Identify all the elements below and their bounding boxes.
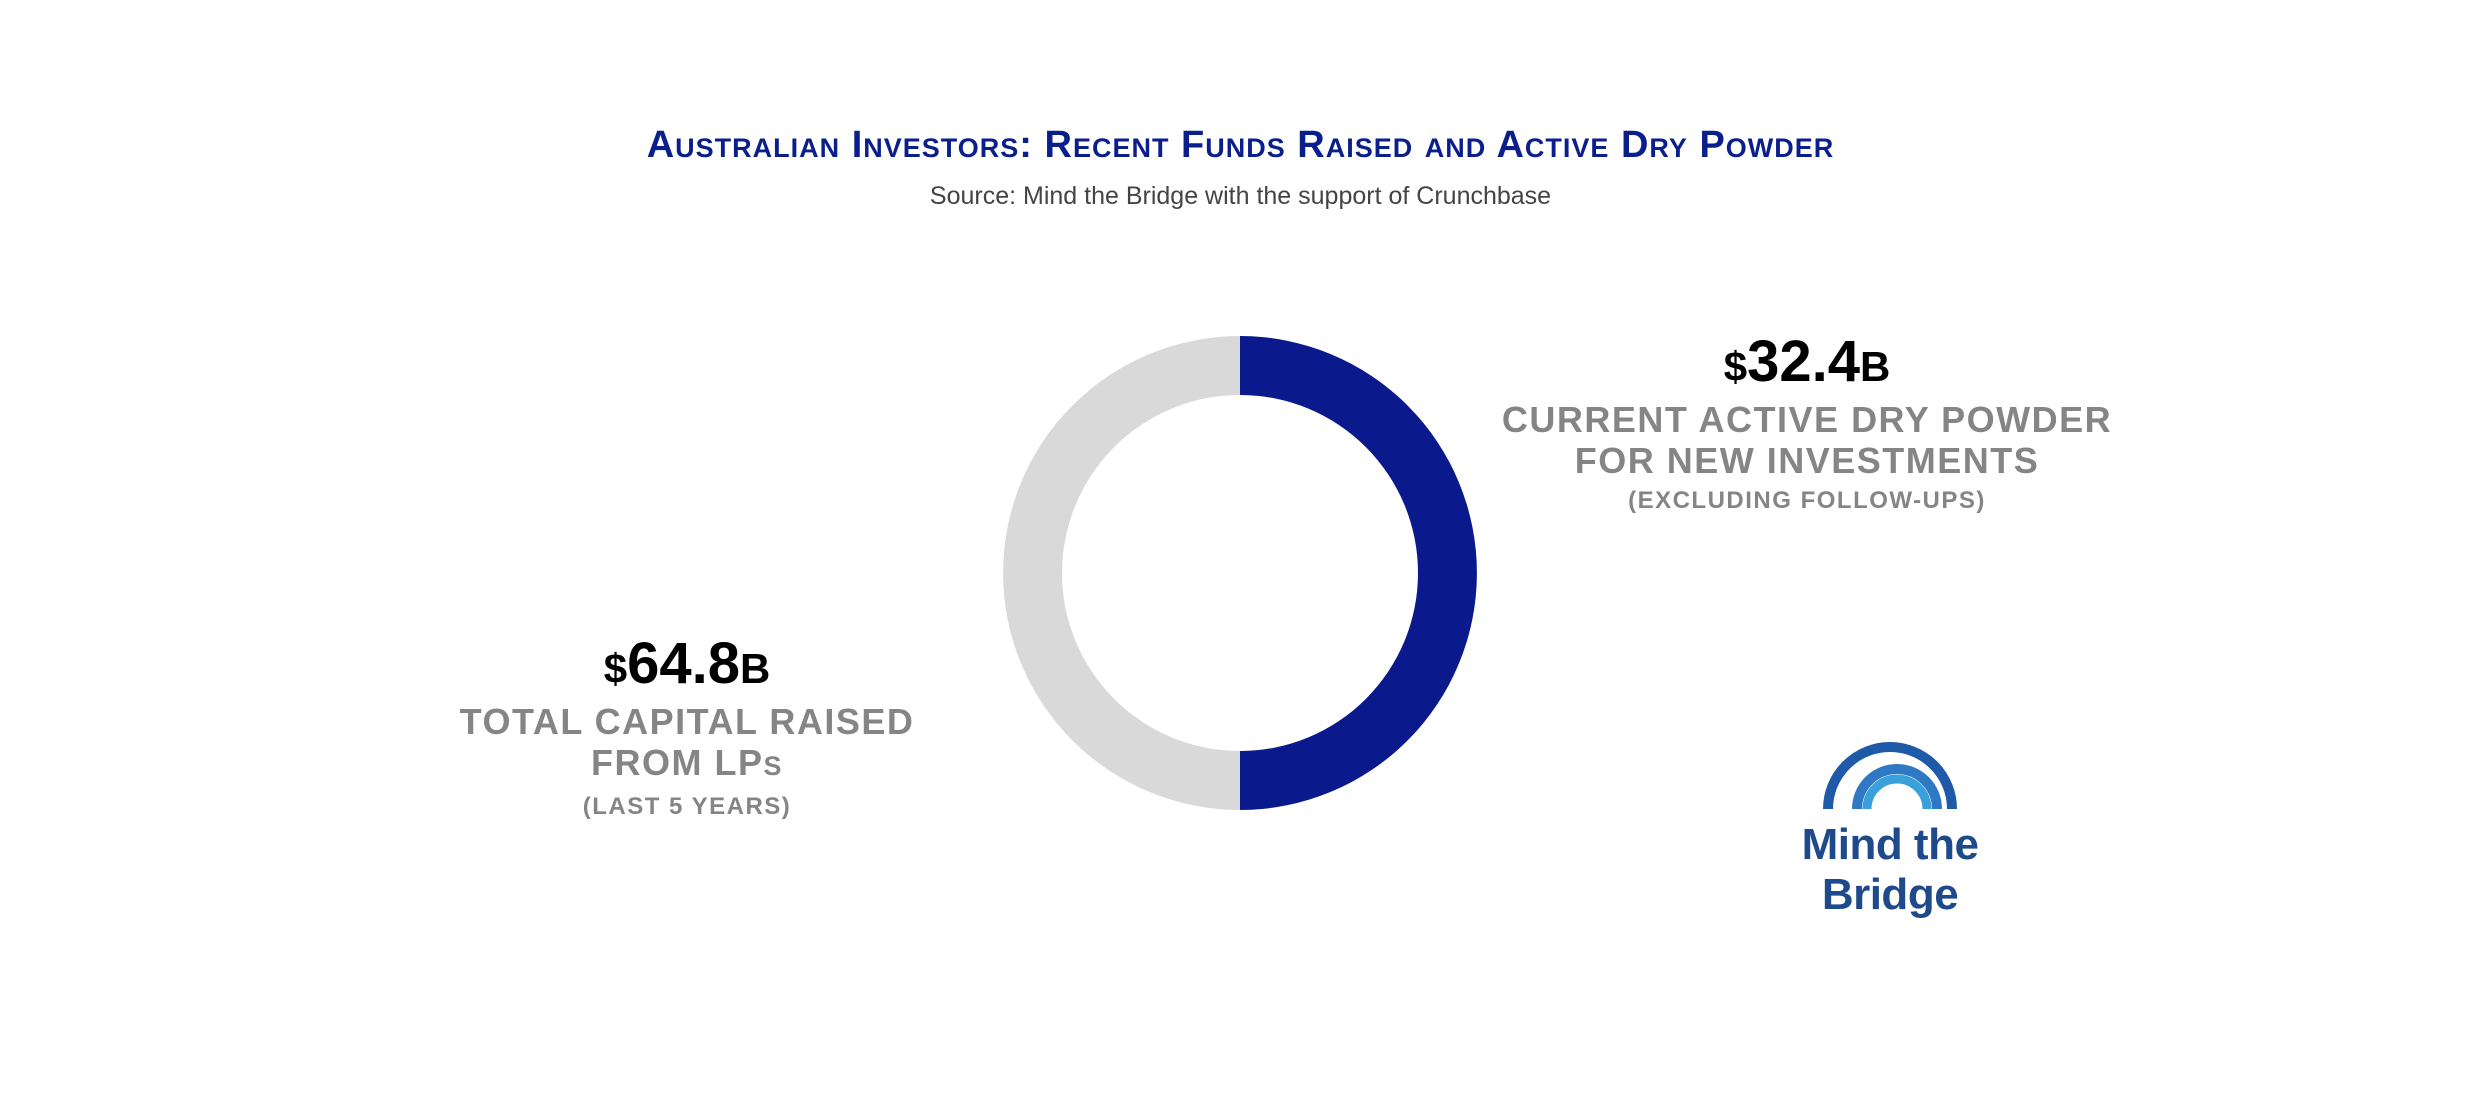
value-suffix: B xyxy=(1859,343,1891,390)
total-capital-label-2: FROM LPS xyxy=(337,742,1037,787)
chart-subtitle: Source: Mind the Bridge with the support… xyxy=(929,182,1552,210)
chart-title: Australian Investors: Recent Funds Raise… xyxy=(646,124,1835,166)
dry-powder-callout: $32.4B CURRENT ACTIVE DRY POWDER FOR NEW… xyxy=(1457,330,2157,515)
bridge-arches-icon xyxy=(1823,742,1957,810)
value-suffix: B xyxy=(739,645,771,692)
donut-slice-dry-powder xyxy=(1240,336,1477,810)
dry-powder-note: (EXCLUDING FOLLOW-UPS) xyxy=(1628,487,1986,514)
dry-powder-label-2: FOR NEW INVESTMENTS xyxy=(1574,440,2040,481)
dry-powder-label-1: CURRENT ACTIVE DRY POWDER xyxy=(1501,399,2113,440)
currency-symbol: $ xyxy=(603,645,628,692)
total-capital-note: (LAST 5 YEARS) xyxy=(582,793,792,820)
value-number: 64.8 xyxy=(627,631,740,696)
currency-symbol: $ xyxy=(1723,343,1748,390)
label-text-small: S xyxy=(763,751,783,781)
logo-text: Mind the Bridge xyxy=(1801,820,1979,919)
mind-the-bridge-logo: Mind the Bridge xyxy=(1730,735,2050,920)
total-capital-label-1: TOTAL CAPITAL RAISED xyxy=(459,701,915,742)
dry-powder-value: $32.4B xyxy=(1457,330,2157,399)
donut-slice-remainder xyxy=(1003,336,1240,810)
label-text: FROM LP xyxy=(591,742,764,783)
donut-chart xyxy=(1003,336,1477,810)
total-capital-callout: $64.8B TOTAL CAPITAL RAISED FROM LPS (LA… xyxy=(337,632,1037,821)
value-number: 32.4 xyxy=(1747,329,1860,394)
total-capital-value: $64.8B xyxy=(337,632,1037,701)
